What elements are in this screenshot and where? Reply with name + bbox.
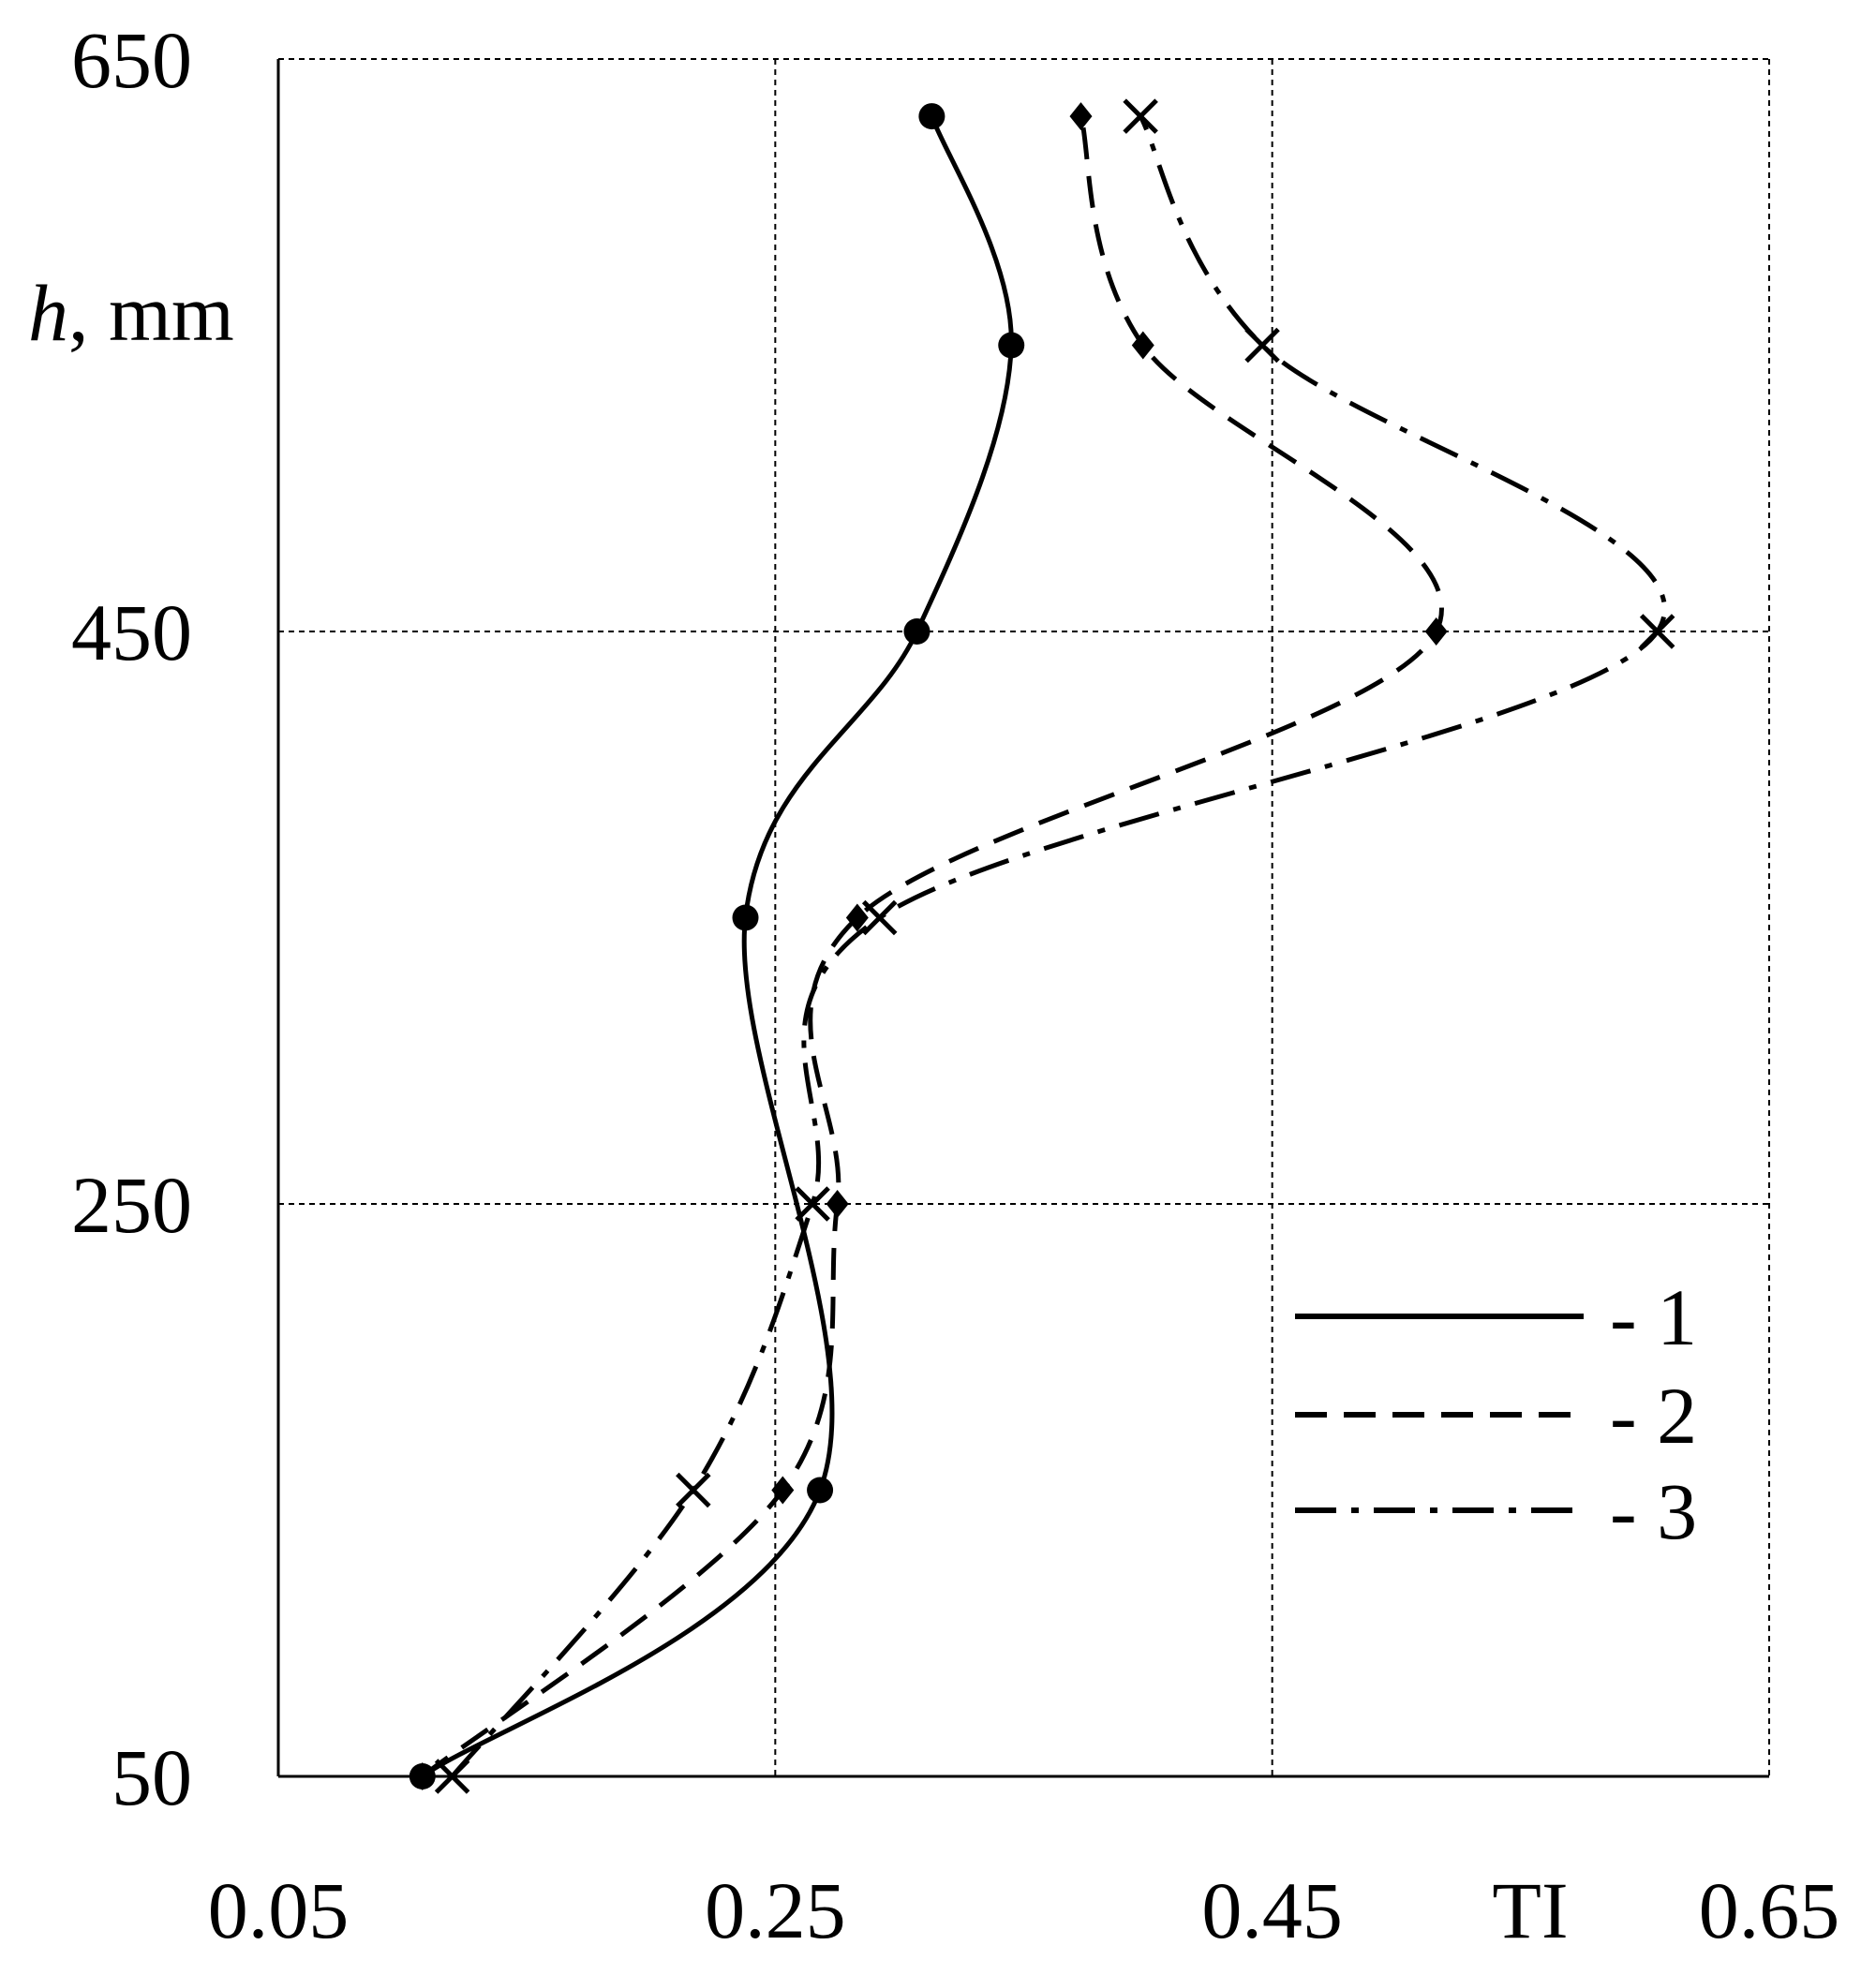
marker-diamond [845,903,869,932]
marker-circle [998,332,1025,359]
series-1-line [421,115,1014,1779]
marker-diamond [1069,102,1093,131]
y-axis-title-unit: , mm [68,268,234,358]
legend-label-1: - 1 [1610,1272,1697,1362]
marker-circle [732,904,759,931]
marker-circle [903,618,931,645]
marker-x [1123,98,1158,134]
legend-label-2: - 2 [1610,1371,1697,1461]
x-tick-label: 0.25 [705,1865,846,1955]
x-axis-title: TI [1492,1865,1568,1955]
marker-x [434,1759,470,1794]
x-tick-label: 0.45 [1201,1865,1343,1955]
marker-circle [918,103,945,130]
marker-x [1639,614,1675,649]
x-tick-label: 0.65 [1699,1865,1840,1955]
y-tick-label: 450 [71,587,192,677]
grid [277,58,1770,1777]
y-tick-label: 250 [71,1160,192,1250]
y-tick-label: 650 [71,15,192,105]
marker-diamond [826,1190,849,1218]
marker-x [1244,327,1280,364]
marker-diamond [410,1762,434,1790]
plot-frame [276,59,1769,1778]
y-tick-label: 50 [112,1732,192,1822]
marker-x [676,1472,711,1508]
series-lines [421,114,1667,1779]
tick-labels: 0.05 0.25 0.45 0.65 50 250 450 650 [71,15,1839,1955]
marker-x [861,899,898,936]
legend-label-3: - 3 [1610,1466,1697,1556]
legend: - 1 - 2- 3 [1295,1272,1697,1556]
y-axis-title-variable: h [28,268,68,358]
series-3-line [450,114,1667,1778]
y-axis-title: h, mm [28,268,234,358]
marker-diamond [771,1476,795,1505]
x-tick-label: 0.05 [208,1865,350,1955]
marker-x [795,1186,830,1222]
marker-circle [807,1477,834,1504]
marker-diamond [1131,331,1154,360]
marker-diamond [1424,617,1448,646]
series-markers [409,98,1675,1794]
